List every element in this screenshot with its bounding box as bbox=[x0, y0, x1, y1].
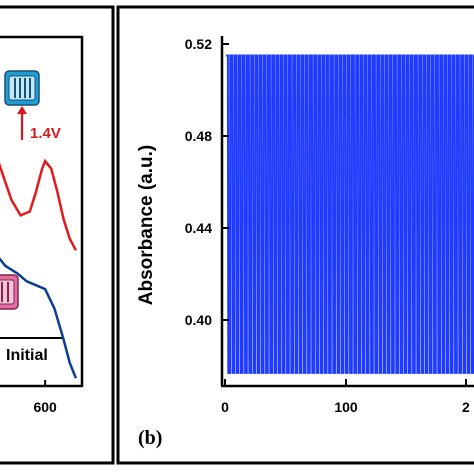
panel-b-y-tick-label: 0.52 bbox=[185, 36, 212, 52]
panel-b-y-tick-label: 0.44 bbox=[185, 220, 212, 236]
panel-a-series-1 bbox=[0, 257, 78, 379]
device-icon-top bbox=[4, 70, 40, 106]
panel-b-x-ticks: 0 100 2 bbox=[221, 379, 470, 415]
panel-b-label: (b) bbox=[138, 427, 162, 449]
panel-a-series-0 bbox=[0, 158, 78, 251]
panel-a-x-tick-label: 600 bbox=[33, 399, 57, 415]
voltage-arrow bbox=[17, 106, 27, 140]
panel-b-y-axis-label: Absorbance (a.u.) bbox=[136, 145, 157, 305]
voltage-label: 1.4V bbox=[30, 125, 61, 142]
initial-label: Initial bbox=[6, 347, 48, 364]
panel-b-series-0 bbox=[226, 54, 474, 374]
device-icon-bottom bbox=[0, 274, 19, 310]
panel-b-y-ticks: 0.40 0.44 0.48 0.52 bbox=[185, 36, 229, 328]
panel-b-series bbox=[226, 54, 474, 374]
panel-b-border bbox=[116, 5, 474, 465]
panel-b-y-tick-label: 0.48 bbox=[185, 128, 212, 144]
panel-b-x-tick-label: 2 bbox=[462, 399, 470, 415]
panel-a-x-ticks: 600 bbox=[33, 380, 57, 415]
panel-b: 0.40 0.44 0.48 0.52 0 100 2 Absorbance (a.u.)… bbox=[116, 5, 474, 465]
panel-a: 600 1.4V Initial bbox=[0, 5, 115, 465]
panel-a-plot-frame bbox=[0, 35, 84, 388]
panel-b-x-tick-label: 0 bbox=[221, 399, 229, 415]
panel-a-series bbox=[0, 158, 78, 379]
panel-a-border bbox=[0, 5, 115, 465]
panel-b-x-tick-label: 100 bbox=[334, 399, 358, 415]
panel-b-y-tick-label: 0.40 bbox=[185, 312, 212, 328]
